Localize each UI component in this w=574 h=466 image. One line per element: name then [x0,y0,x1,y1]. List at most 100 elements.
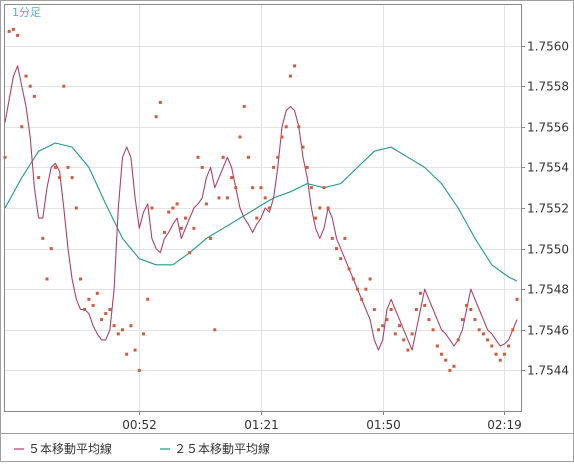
legend-label: ５本移動平均線 [28,441,112,456]
y-tick-label: 1.7560 [527,40,569,54]
price-point [32,94,36,98]
price-point [330,236,334,240]
price-point [360,297,364,301]
ma25-layer [4,142,518,282]
price-point [16,33,20,37]
price-point [112,324,116,328]
price-point [410,332,414,336]
price-point [297,125,301,129]
y-tick-label: 1.7552 [527,202,569,216]
price-point [104,312,108,316]
price-point [246,155,250,159]
price-point [58,176,62,180]
price-point [217,196,221,200]
price-point [95,291,99,295]
ma5-layer [4,65,518,351]
price-point [137,368,141,372]
price-point [251,186,255,190]
price-point [276,155,280,159]
price-point [448,368,452,372]
price-point [440,352,443,356]
x-tick-label: 00:52 [122,418,157,432]
y-tick-label: 1.7558 [527,80,569,94]
price-point [393,332,397,336]
price-point [452,364,456,368]
price-point [494,352,498,356]
price-point [372,308,376,311]
price-point [150,206,154,210]
price-point [339,257,343,261]
price-point [133,348,137,352]
price-point [498,358,502,362]
price-point [125,352,129,356]
y-tick-label: 1.7548 [527,283,569,297]
price-point [309,186,313,190]
price-point [213,328,217,332]
price-point [255,216,259,220]
price-point [444,358,448,362]
price-point [427,318,431,322]
price-point [175,202,179,206]
price-point [507,344,511,348]
price-point [62,84,66,88]
price-point [121,328,124,332]
price-point [335,247,338,251]
price-point [377,328,380,332]
price-point [87,297,91,301]
x-tick-label: 01:21 [244,418,279,432]
price-point [318,206,322,210]
x-tick-label: 02:19 [487,418,522,432]
price-point [419,291,422,295]
price-point [456,338,460,342]
price-point [79,277,82,281]
price-point [83,308,87,311]
price-point [259,186,263,190]
points-layer [3,27,519,372]
price-point [398,324,401,328]
y-tick-label: 1.7544 [527,364,569,378]
price-point [209,236,213,240]
price-point [204,202,208,206]
grid-layer [5,5,521,411]
price-point [477,328,481,332]
price-point [351,277,355,281]
price-point [414,308,418,311]
price-point [154,115,158,119]
price-point [45,277,49,281]
price-point [284,125,288,129]
price-point [28,84,32,88]
price-point [389,308,393,311]
price-point [129,324,133,328]
price-point [184,216,187,220]
price-point [347,267,351,271]
price-point [435,344,439,348]
price-point [326,206,330,210]
price-point [356,287,359,291]
price-point [423,303,427,307]
price-point [469,308,473,311]
price-point [167,210,171,214]
price-point [402,338,406,342]
price-point [20,125,24,129]
price-point [314,216,318,220]
price-point [41,236,45,240]
y-tick-label: 1.7550 [527,243,569,257]
price-point [502,352,506,356]
price-point [322,186,326,190]
price-point [116,332,120,336]
price-point [515,297,519,301]
price-point [179,226,183,230]
price-point [280,135,284,139]
price-point [221,155,225,159]
price-point [364,287,368,291]
price-point [188,251,192,255]
price-point [171,206,175,210]
price-point [158,100,162,104]
y-axis: 1.7560 1.7558 1.7556 1.7554 1.7552 1.7550 1.75… [521,40,569,378]
price-point [142,332,145,336]
price-point [7,29,11,33]
price-point [431,328,435,332]
price-point [24,74,28,78]
